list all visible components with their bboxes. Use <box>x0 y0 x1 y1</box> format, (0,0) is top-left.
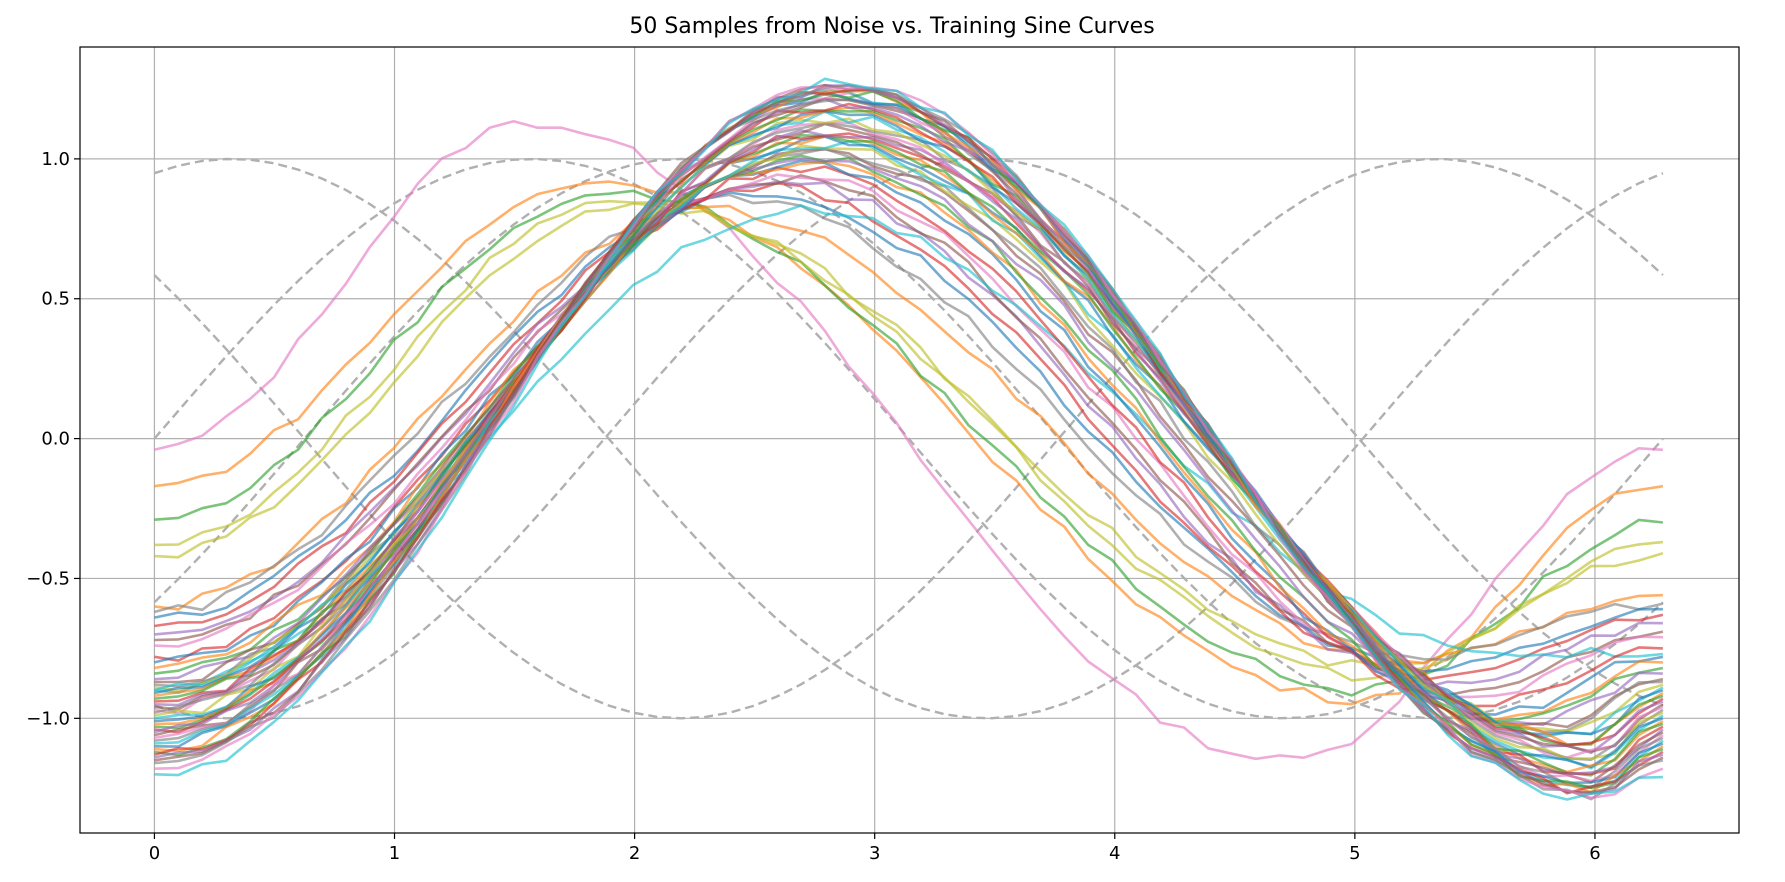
generated-sample-curve <box>154 204 1663 667</box>
x-tick-label: 0 <box>149 843 160 864</box>
generated-sample-curve <box>154 193 1664 661</box>
plot-area <box>153 77 1664 801</box>
x-tick-label: 2 <box>629 843 640 864</box>
x-tick-label: 4 <box>1109 843 1120 864</box>
generated-sample-curve <box>154 83 1664 801</box>
y-tick-label: 0.5 <box>41 289 70 310</box>
x-tick-label: 1 <box>389 843 400 864</box>
x-tick-label: 3 <box>869 843 880 864</box>
generated-sample-curve <box>154 77 1663 801</box>
training-sine-curve <box>154 157 1664 720</box>
axes-frame <box>79 46 1740 834</box>
y-axis-ticks: −1.0 −0.5 0.0 0.5 1.0 <box>26 149 80 729</box>
training-sine-curve <box>153 157 1664 720</box>
generated-sample-curve <box>154 121 1664 759</box>
generated-samples-layer <box>154 77 1664 801</box>
x-tick-label: 6 <box>1589 843 1600 864</box>
y-tick-label: 0.0 <box>41 429 70 450</box>
x-tick-label: 5 <box>1349 843 1360 864</box>
training-sine-curve <box>153 157 1664 720</box>
training-sine-curve <box>154 157 1664 720</box>
y-tick-label: 1.0 <box>41 149 70 170</box>
x-axis-ticks: 0 1 2 3 4 5 6 <box>149 833 1601 864</box>
y-tick-label: −0.5 <box>26 568 70 589</box>
y-tick-label: −1.0 <box>26 708 70 729</box>
chart-title: 50 Samples from Noise vs. Training Sine … <box>629 14 1154 39</box>
